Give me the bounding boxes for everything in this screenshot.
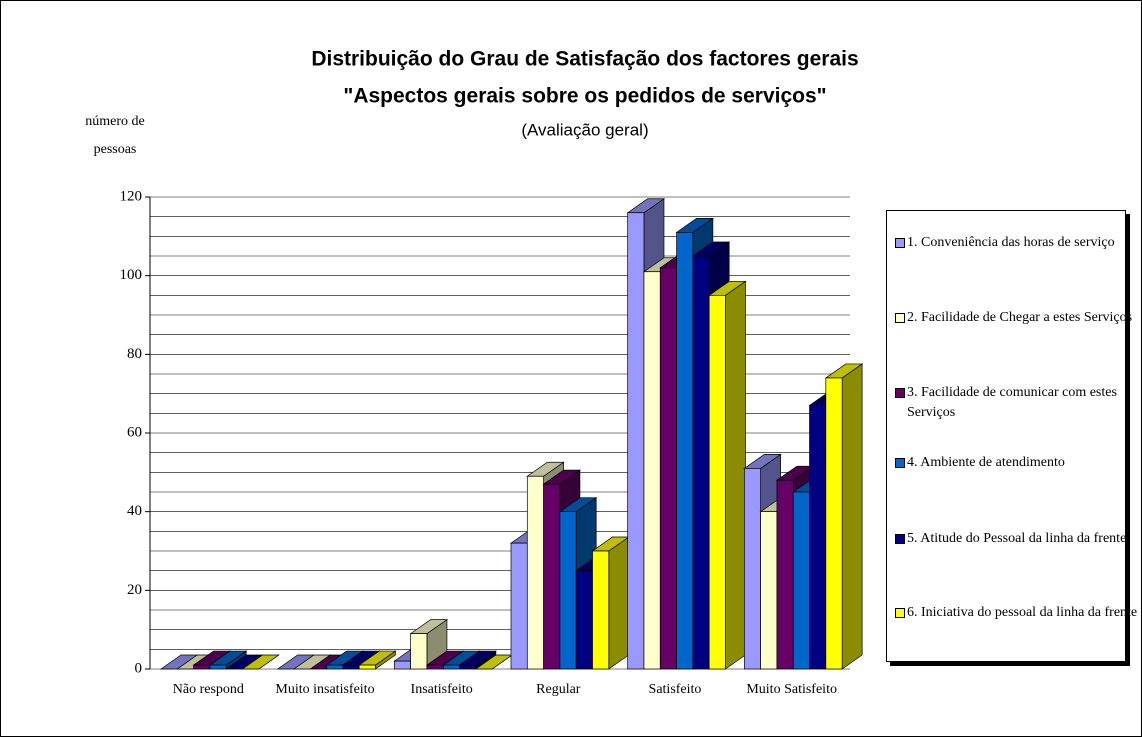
bar <box>342 664 360 670</box>
chart-subtitle: "Aspectos gerais sobre os pedidos de ser… <box>343 85 826 108</box>
bar <box>809 405 827 670</box>
bar <box>760 511 778 670</box>
y-tick-label: 20 <box>127 582 142 598</box>
bar-side <box>608 536 630 670</box>
chart-title: Distribuição do Grau de Satisfação dos f… <box>311 48 858 71</box>
bar <box>792 491 810 670</box>
bar <box>426 664 444 670</box>
bar <box>559 511 577 670</box>
bar <box>393 660 411 670</box>
legend-label: 6. Iniciativa do pessoal da linha da fre… <box>907 605 1138 620</box>
bar <box>459 664 477 670</box>
bar <box>543 483 561 670</box>
bar <box>676 232 694 670</box>
bar-side <box>841 363 863 670</box>
bar <box>643 271 661 670</box>
bar <box>708 294 726 670</box>
legend-item: 4. Ambiente de atendimento <box>895 453 1139 473</box>
bar <box>510 542 528 670</box>
bar-top <box>241 654 280 670</box>
bar <box>659 267 677 670</box>
y-axis-label: número de pessoas <box>85 114 145 157</box>
legend-swatch <box>895 388 905 398</box>
bar <box>526 475 544 670</box>
legend-swatch <box>895 458 905 468</box>
y-tick-label: 120 <box>120 188 143 204</box>
y-tick-label: 0 <box>135 660 143 676</box>
y-tick-label: 100 <box>120 267 143 283</box>
bar <box>358 664 376 670</box>
bar <box>410 633 428 670</box>
x-tick-label: Muito Satisfeito <box>746 682 837 697</box>
bar <box>776 479 794 670</box>
legend-item: 6. Iniciativa do pessoal da linha da fre… <box>895 603 1139 623</box>
legend-label: 4. Ambiente de atendimento <box>907 455 1065 470</box>
legend-label: 3. Facilidade de comunicar com estes Ser… <box>907 385 1117 420</box>
bar <box>575 570 593 670</box>
bar <box>692 255 710 670</box>
legend-label: 2. Facilidade de Chegar a estes Serviços <box>907 310 1133 325</box>
legend: 1. Conveniência das horas de serviço 2. F… <box>886 210 1137 662</box>
bar <box>193 664 211 670</box>
legend-swatch <box>895 534 905 544</box>
legend-item: 3. Facilidade de comunicar com estes Ser… <box>895 383 1139 423</box>
x-tick-label: Insatisfeito <box>410 682 473 697</box>
legend-swatch <box>895 238 905 248</box>
bar <box>627 212 645 670</box>
bar <box>209 664 227 670</box>
legend-label: 5. Atitude do Pessoal da linha da frente <box>907 531 1127 546</box>
chart-subtitle2: (Avaliação geral) <box>521 120 648 139</box>
bar <box>743 468 761 670</box>
bar-side <box>725 280 746 670</box>
legend-swatch <box>895 313 905 323</box>
legend-swatch <box>895 608 905 618</box>
x-tick-label: Satisfeito <box>648 682 702 697</box>
legend-item: 2. Facilidade de Chegar a estes Serviços <box>895 308 1139 328</box>
bar <box>825 377 843 670</box>
y-tick-label: 40 <box>127 503 142 519</box>
legend-item: 1. Conveniência das horas de serviço <box>895 233 1139 253</box>
x-tick-label: Muito insatisfeito <box>275 682 375 697</box>
x-tick-label: Regular <box>536 682 581 697</box>
y-tick-label: 80 <box>127 346 142 362</box>
legend-label: 1. Conveniência das horas de serviço <box>907 235 1115 250</box>
bar <box>592 550 610 670</box>
bar <box>326 664 344 670</box>
y-tick-label: 60 <box>127 424 142 440</box>
bar <box>442 664 460 670</box>
x-tick-label: Não respond <box>172 682 244 697</box>
legend-item: 5. Atitude do Pessoal da linha da frente <box>895 529 1139 549</box>
